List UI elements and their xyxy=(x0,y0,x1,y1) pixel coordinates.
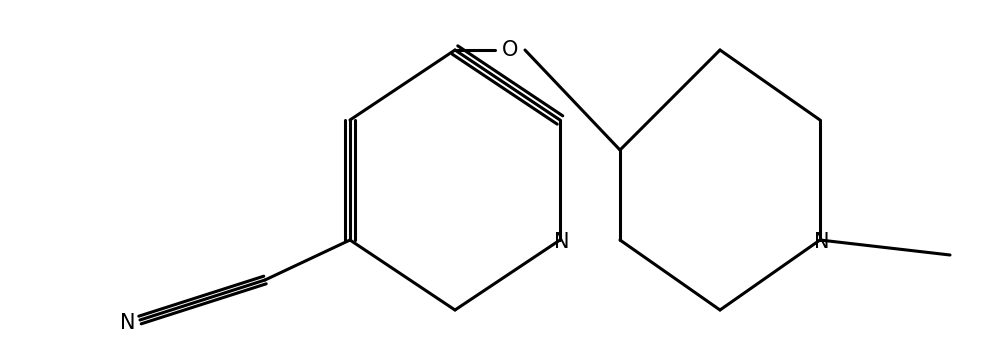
Text: N: N xyxy=(120,313,136,333)
Text: O: O xyxy=(501,40,519,60)
Text: N: N xyxy=(554,232,570,252)
Text: N: N xyxy=(815,232,830,252)
